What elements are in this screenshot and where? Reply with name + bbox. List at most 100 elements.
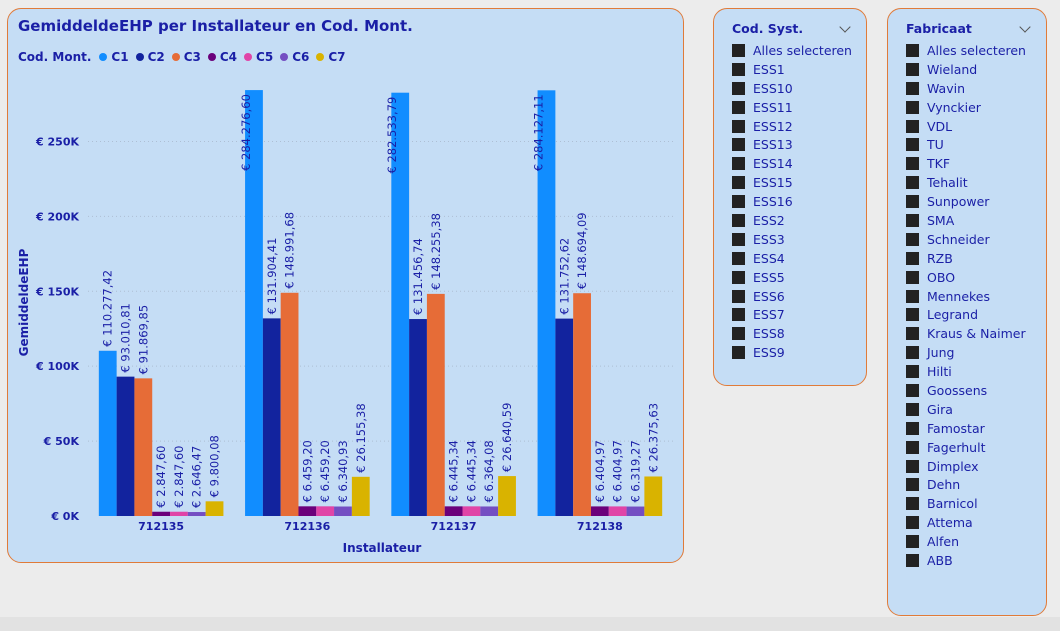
- checkbox-icon[interactable]: [906, 119, 919, 133]
- slicer-item[interactable]: ESS8: [732, 324, 852, 343]
- bar[interactable]: [498, 476, 516, 516]
- bar[interactable]: [280, 292, 299, 516]
- slicer-item[interactable]: Alfen: [906, 532, 1026, 551]
- checkbox-icon[interactable]: [732, 327, 745, 341]
- slicer-item[interactable]: SMA: [906, 211, 1026, 230]
- slicer-item[interactable]: Wavin: [906, 79, 1026, 98]
- checkbox-icon[interactable]: [906, 383, 919, 397]
- checkbox-icon[interactable]: [732, 138, 745, 152]
- slicer-item[interactable]: Jung: [906, 343, 1026, 362]
- checkbox-icon[interactable]: [906, 346, 919, 360]
- checkbox-icon[interactable]: [906, 270, 919, 284]
- slicer-item[interactable]: ESS5: [732, 268, 852, 287]
- slicer-item[interactable]: Hilti: [906, 362, 1026, 381]
- legend-item[interactable]: C1: [99, 50, 129, 64]
- bar[interactable]: [298, 506, 317, 516]
- chart-visual[interactable]: GemiddeldeEHP per Installateur en Cod. M…: [7, 8, 684, 563]
- slicer-item[interactable]: Famostar: [906, 419, 1026, 438]
- slicer-item[interactable]: Alles selecteren: [906, 41, 1026, 60]
- checkbox-icon[interactable]: [732, 270, 745, 284]
- bar[interactable]: [644, 476, 663, 516]
- bar[interactable]: [573, 293, 591, 516]
- checkbox-icon[interactable]: [906, 478, 919, 492]
- legend-item[interactable]: C7: [316, 50, 346, 64]
- bar[interactable]: [334, 506, 352, 516]
- checkbox-icon[interactable]: [732, 251, 745, 265]
- slicer-item[interactable]: ABB: [906, 551, 1026, 570]
- chevron-down-icon[interactable]: [839, 20, 851, 33]
- bar[interactable]: [170, 511, 188, 516]
- slicer-item[interactable]: OBO: [906, 268, 1026, 287]
- slicer-item[interactable]: ESS12: [732, 117, 852, 136]
- slicer-item[interactable]: ESS11: [732, 98, 852, 117]
- slicer-item[interactable]: Goossens: [906, 381, 1026, 400]
- bar[interactable]: [626, 506, 645, 516]
- checkbox-icon[interactable]: [732, 195, 745, 209]
- slicer-item[interactable]: TKF: [906, 154, 1026, 173]
- bar[interactable]: [152, 511, 171, 516]
- slicer-item[interactable]: ESS4: [732, 249, 852, 268]
- checkbox-icon[interactable]: [732, 289, 745, 303]
- bar[interactable]: [462, 506, 481, 516]
- bar[interactable]: [480, 506, 499, 516]
- bar[interactable]: [134, 378, 153, 516]
- bar[interactable]: [391, 92, 410, 516]
- slicer-item[interactable]: Dehn: [906, 475, 1026, 494]
- legend-item[interactable]: C3: [171, 50, 201, 64]
- bar[interactable]: [351, 476, 370, 516]
- slicer-item[interactable]: Fagerhult: [906, 438, 1026, 457]
- legend-item[interactable]: C2: [135, 50, 165, 64]
- slicer-item[interactable]: ESS9: [732, 343, 852, 362]
- checkbox-icon[interactable]: [906, 289, 919, 303]
- checkbox-icon[interactable]: [906, 176, 919, 190]
- checkbox-icon[interactable]: [732, 100, 745, 114]
- slicer-item[interactable]: Tehalit: [906, 173, 1026, 192]
- bar[interactable]: [426, 293, 445, 516]
- slicer-item[interactable]: Kraus & Naimer: [906, 324, 1026, 343]
- legend-item[interactable]: C5: [244, 50, 273, 64]
- chevron-down-icon[interactable]: [1019, 20, 1031, 33]
- checkbox-icon[interactable]: [906, 157, 919, 171]
- checkbox-icon[interactable]: [906, 251, 919, 265]
- bar[interactable]: [205, 501, 224, 516]
- slicer-fabricaat[interactable]: Fabricaat Alles selecteren Wieland Wavin Vy…: [887, 8, 1047, 616]
- slicer-item[interactable]: ESS16: [732, 192, 852, 211]
- slicer-item[interactable]: Sunpower: [906, 192, 1026, 211]
- slicer-item[interactable]: ESS3: [732, 230, 852, 249]
- slicer-item[interactable]: ESS7: [732, 305, 852, 324]
- checkbox-icon[interactable]: [732, 232, 745, 246]
- slicer-item[interactable]: ESS1: [732, 60, 852, 79]
- checkbox-icon[interactable]: [906, 440, 919, 454]
- checkbox-icon[interactable]: [732, 157, 745, 171]
- checkbox-icon[interactable]: [906, 138, 919, 152]
- checkbox-icon[interactable]: [732, 119, 745, 133]
- checkbox-icon[interactable]: [906, 516, 919, 530]
- slicer-item[interactable]: ESS10: [732, 79, 852, 98]
- slicer-header[interactable]: Cod. Syst.: [732, 20, 852, 36]
- checkbox-icon[interactable]: [906, 365, 919, 379]
- checkbox-icon[interactable]: [906, 327, 919, 341]
- checkbox-icon[interactable]: [732, 81, 745, 95]
- bar[interactable]: [409, 319, 427, 516]
- bar[interactable]: [187, 512, 206, 516]
- slicer-item[interactable]: ESS13: [732, 135, 852, 154]
- checkbox-icon[interactable]: [906, 81, 919, 95]
- checkbox-icon[interactable]: [906, 213, 919, 227]
- bar[interactable]: [245, 90, 263, 516]
- slicer-header[interactable]: Fabricaat: [906, 20, 1032, 36]
- checkbox-icon[interactable]: [732, 213, 745, 227]
- bar[interactable]: [116, 376, 135, 516]
- checkbox-icon[interactable]: [906, 553, 919, 567]
- slicer-item[interactable]: ESS14: [732, 154, 852, 173]
- checkbox-icon[interactable]: [732, 308, 745, 322]
- checkbox-icon[interactable]: [906, 100, 919, 114]
- slicer-item[interactable]: Mennekes: [906, 287, 1026, 306]
- slicer-item[interactable]: VDL: [906, 117, 1026, 136]
- slicer-item[interactable]: ESS2: [732, 211, 852, 230]
- checkbox-icon[interactable]: [906, 459, 919, 473]
- checkbox-icon[interactable]: [906, 195, 919, 209]
- checkbox-icon[interactable]: [906, 535, 919, 549]
- slicer-item[interactable]: ESS15: [732, 173, 852, 192]
- slicer-item[interactable]: Barnicol: [906, 494, 1026, 513]
- checkbox-icon[interactable]: [906, 308, 919, 322]
